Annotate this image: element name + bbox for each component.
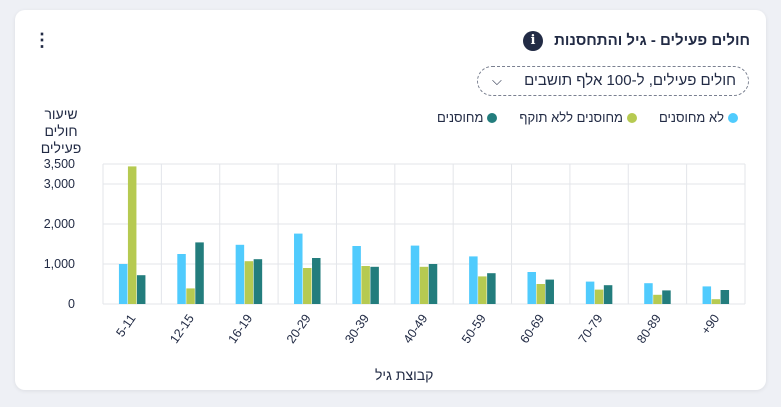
x-tick-label: 50-59 xyxy=(459,312,489,346)
legend-item-unvaccinated[interactable]: לא מחוסנים xyxy=(659,110,738,125)
chart-card: חולים פעילים - גיל והתחסנות i ⋮ חולים פע… xyxy=(15,10,766,390)
metric-dropdown[interactable]: חולים פעילים, ל-100 אלף תושבים ⌵ xyxy=(477,66,749,96)
y-axis-label: שיעור חולים פעילים xyxy=(40,106,82,156)
legend-dot-unvaccinated xyxy=(728,112,738,123)
bar-20-29-series-2[interactable] xyxy=(312,258,321,304)
bar-70-79-series-0[interactable] xyxy=(585,281,595,304)
bar-+90-series-2[interactable] xyxy=(720,290,730,304)
legend-label-expired: מחוסנים ללא תוקף xyxy=(519,110,623,125)
x-tick-label: 16-19 xyxy=(226,312,256,346)
legend-item-vaccinated[interactable]: מחוסנים xyxy=(437,110,498,125)
y-tick-label: 0 xyxy=(68,297,75,311)
legend-label-vaccinated: מחוסנים xyxy=(437,110,484,125)
bar-5-11-series-1[interactable] xyxy=(127,166,137,304)
legend-dot-vaccinated xyxy=(487,112,498,123)
x-tick-label: 30-39 xyxy=(342,312,372,346)
bar-40-49-series-2[interactable] xyxy=(428,264,438,304)
x-tick-label: +90 xyxy=(699,312,723,337)
bar-80-89-series-2[interactable] xyxy=(662,290,671,304)
info-icon[interactable]: i xyxy=(523,31,543,51)
bar-16-19-series-1[interactable] xyxy=(244,261,254,304)
legend-label-unvaccinated: לא מחוסנים xyxy=(658,110,724,125)
x-tick-label: 80-89 xyxy=(634,312,664,346)
y-tick-label: 3,500 xyxy=(44,157,75,171)
bar-12-15-series-0[interactable] xyxy=(177,254,186,304)
bar-12-15-series-1[interactable] xyxy=(186,288,195,304)
x-tick-label: 5-11 xyxy=(113,312,138,340)
bar-50-59-series-2[interactable] xyxy=(487,273,496,304)
bar-12-15-series-2[interactable] xyxy=(195,242,204,304)
page-title: חולים פעילים - גיל והתחסנות xyxy=(554,32,750,49)
bar-70-79-series-2[interactable] xyxy=(603,285,613,304)
x-axis-label: קבוצת גיל xyxy=(375,367,434,383)
bar-16-19-series-2[interactable] xyxy=(253,259,263,304)
chart-legend: לא מחוסנים מחוסנים ללא תוקף מחוסנים xyxy=(437,110,738,125)
bar-40-49-series-1[interactable] xyxy=(419,266,429,304)
bar-5-11-series-2[interactable] xyxy=(136,275,146,304)
x-tick-label: 12-15 xyxy=(167,312,197,346)
bar-50-59-series-0[interactable] xyxy=(469,256,478,304)
y-tick-label: 2,000 xyxy=(44,217,75,231)
bar-80-89-series-1[interactable] xyxy=(653,294,662,304)
bar-60-69-series-0[interactable] xyxy=(527,272,536,304)
bar-+90-series-1[interactable] xyxy=(711,299,721,304)
chevron-down-icon: ⌵ xyxy=(492,73,502,88)
dropdown-selected-value: חולים פעילים, ל-100 אלף תושבים xyxy=(524,72,736,89)
x-tick-label: 40-49 xyxy=(401,312,431,346)
bar-20-29-series-0[interactable] xyxy=(294,233,303,304)
x-tick-label: 60-69 xyxy=(517,312,547,346)
bar-30-39-series-0[interactable] xyxy=(352,246,361,304)
bar-40-49-series-0[interactable] xyxy=(410,245,420,304)
bar-+90-series-0[interactable] xyxy=(702,286,712,304)
bar-70-79-series-1[interactable] xyxy=(594,289,604,304)
x-tick-label: 70-79 xyxy=(576,312,606,346)
bar-5-11-series-0[interactable] xyxy=(118,264,128,304)
bar-60-69-series-2[interactable] xyxy=(545,279,554,304)
legend-item-expired[interactable]: מחוסנים ללא תוקף xyxy=(519,110,637,125)
bar-30-39-series-2[interactable] xyxy=(370,266,379,304)
x-tick-label: 20-29 xyxy=(284,312,314,346)
bar-80-89-series-0[interactable] xyxy=(644,283,653,304)
bar-20-29-series-1[interactable] xyxy=(303,268,312,304)
y-tick-label: 1,000 xyxy=(44,257,75,271)
y-tick-label: 3,000 xyxy=(44,177,75,191)
legend-dot-expired xyxy=(626,112,637,123)
bar-30-39-series-1[interactable] xyxy=(361,266,370,304)
bar-60-69-series-1[interactable] xyxy=(536,284,545,304)
bar-50-59-series-1[interactable] xyxy=(478,276,487,304)
bar-16-19-series-0[interactable] xyxy=(235,244,245,304)
